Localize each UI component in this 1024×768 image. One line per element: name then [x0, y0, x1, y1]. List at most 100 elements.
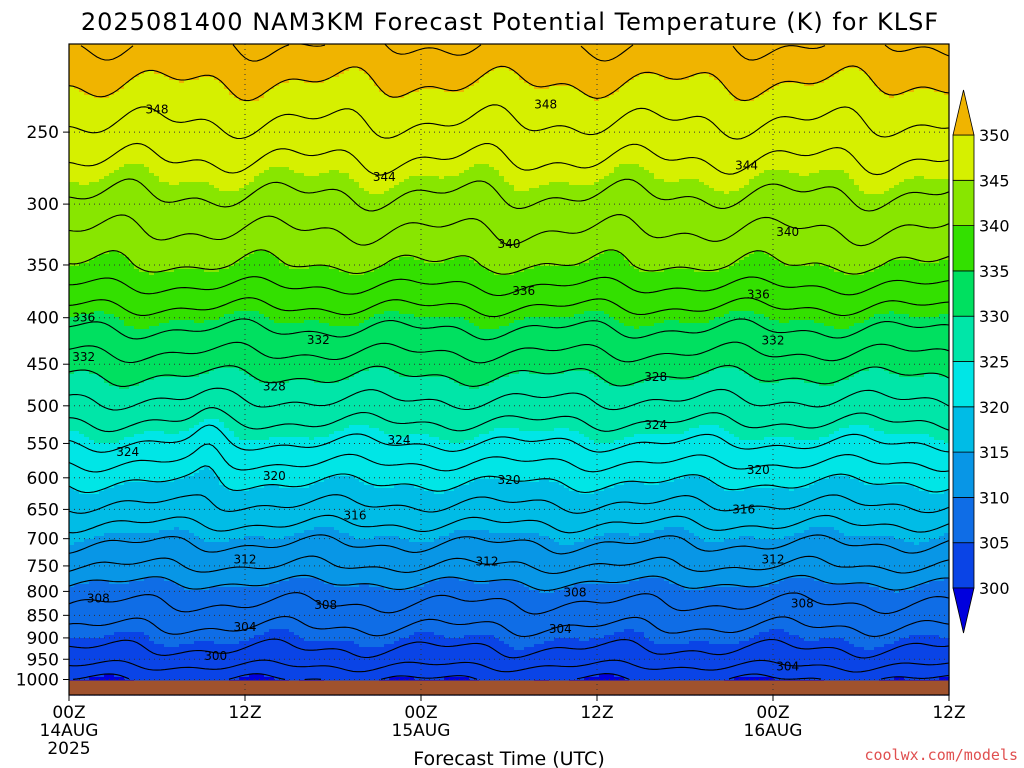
fill-cell: [729, 95, 735, 192]
fill-cell: [344, 71, 350, 174]
fill-cell: [849, 68, 855, 180]
fill-cell: [174, 647, 180, 684]
fill-cell: [369, 485, 375, 540]
fill-cell: [384, 191, 390, 264]
fill-cell: [719, 191, 725, 270]
contour-label: 308: [564, 585, 587, 599]
fill-cell: [264, 251, 270, 318]
fill-cell: [264, 485, 270, 540]
fill-cell: [224, 89, 230, 192]
fill-cell: [74, 182, 80, 267]
fill-cell: [929, 317, 935, 375]
fill-cell: [349, 179, 355, 276]
fill-cell: [304, 437, 310, 489]
fill-cell: [919, 584, 925, 636]
fill-cell: [239, 440, 245, 492]
fill-cell: [934, 374, 940, 441]
fill-cell: [499, 68, 505, 177]
fill-cell: [774, 629, 780, 681]
fill-cell: [459, 581, 465, 639]
fill-cell: [479, 479, 485, 531]
fill-cell: [339, 326, 345, 381]
fill-cell: [699, 476, 705, 540]
fill-cell: [324, 44, 330, 81]
fill-cell: [159, 182, 165, 273]
fill-cell: [609, 386, 615, 444]
fill-cell: [884, 644, 890, 681]
fill-cell: [824, 170, 830, 267]
fill-cell: [399, 44, 405, 99]
fill-cell: [424, 44, 430, 90]
fill-cell: [164, 272, 170, 324]
fill-cell: [829, 170, 835, 270]
fill-cell: [729, 434, 735, 492]
fill-cell: [284, 83, 290, 168]
fill-cell: [864, 485, 870, 537]
fill-cell: [564, 638, 570, 684]
fill-cell: [314, 176, 320, 267]
fill-cell: [754, 314, 760, 381]
fill-cell: [124, 533, 130, 585]
contour-line-306: [68, 615, 950, 638]
fill-cell: [869, 368, 875, 429]
fill-cell: [509, 581, 515, 648]
fill-cell: [329, 476, 335, 528]
fill-cell: [544, 317, 550, 375]
fill-cell: [919, 491, 925, 543]
fill-cell: [299, 173, 305, 270]
fill-cell: [639, 167, 645, 273]
fill-cell: [824, 80, 830, 171]
fill-cell: [864, 536, 870, 585]
fill-cell: [519, 320, 525, 372]
fill-cell: [354, 425, 360, 480]
fill-cell: [394, 641, 400, 678]
fill-cell: [379, 92, 385, 195]
fill-cell: [404, 485, 410, 540]
fill-cell: [179, 644, 185, 684]
fill-cell: [779, 629, 785, 681]
fill-cell: [104, 383, 110, 444]
fill-cell: [794, 266, 800, 321]
fill-cell: [494, 638, 500, 690]
fill-cell: [559, 374, 565, 429]
contour-label: 308: [314, 598, 337, 612]
fill-cell: [589, 260, 595, 312]
fill-cell: [524, 431, 530, 483]
fill-cell: [514, 74, 520, 192]
fill-cell: [819, 323, 825, 387]
fill-cell: [259, 536, 265, 588]
fill-cell: [164, 647, 170, 684]
fill-cell: [714, 485, 720, 543]
fill-cell: [814, 527, 820, 582]
fill-cell: [194, 641, 200, 687]
fill-cell: [419, 488, 425, 543]
fill-cell: [229, 95, 235, 192]
colorbar-tick-label: 350: [979, 126, 1010, 145]
fill-cell: [364, 485, 370, 540]
fill-cell: [224, 44, 230, 90]
fill-cell: [519, 482, 525, 534]
fill-cell: [414, 92, 420, 177]
fill-cell: [789, 266, 795, 321]
fill-cell: [404, 95, 410, 180]
fill-cell: [449, 638, 455, 678]
colorbar-swatch: [952, 134, 975, 181]
fill-cell: [314, 437, 320, 483]
fill-cell: [84, 437, 90, 495]
fill-cell: [759, 251, 765, 315]
fill-cell: [319, 266, 325, 324]
fill-cell: [284, 323, 290, 384]
fill-cell: [604, 251, 610, 315]
fill-cell: [774, 44, 780, 87]
fill-cell: [299, 437, 305, 489]
fill-cell: [319, 323, 325, 384]
fill-cell: [619, 44, 625, 87]
fill-cell: [744, 185, 750, 258]
fill-cell: [684, 644, 690, 687]
fill-cell: [769, 320, 775, 384]
fill-cell: [224, 269, 230, 315]
fill-cell: [134, 632, 140, 684]
fill-cell: [174, 434, 180, 480]
fill-cell: [574, 266, 580, 315]
fill-cell: [589, 98, 595, 186]
